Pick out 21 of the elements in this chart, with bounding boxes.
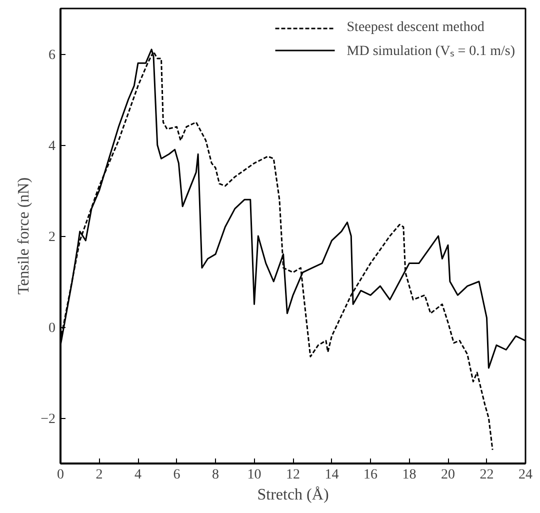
legend-label: MD simulation (Vₛ = 0.1 m/s) [346, 43, 515, 60]
x-axis-title: Stretch (Å) [257, 486, 329, 504]
y-tick-label: 2 [48, 230, 56, 245]
y-tick-label: 4 [48, 139, 56, 154]
x-tick-label: 8 [212, 468, 219, 482]
y-axis-title: Tensile force (nN) [16, 177, 33, 295]
x-tick-label: 18 [402, 468, 416, 482]
y-tick-label: 0 [48, 321, 56, 336]
x-tick-label: 24 [518, 468, 532, 482]
x-tick-label: 16 [364, 468, 378, 482]
x-tick-label: 4 [134, 468, 142, 482]
x-tick-label: 2 [96, 468, 103, 482]
x-tick-label: 12 [286, 468, 300, 482]
y-tick-label: −2 [40, 412, 56, 427]
x-tick-label: 22 [480, 468, 494, 482]
x-tick-label: 14 [324, 468, 339, 482]
x-tick-label: 6 [173, 468, 180, 482]
y-tick-label: 6 [48, 48, 56, 63]
legend-label: Steepest descent method [346, 20, 484, 36]
x-tick-label: 10 [247, 468, 262, 482]
x-tick-label: 20 [441, 468, 455, 482]
